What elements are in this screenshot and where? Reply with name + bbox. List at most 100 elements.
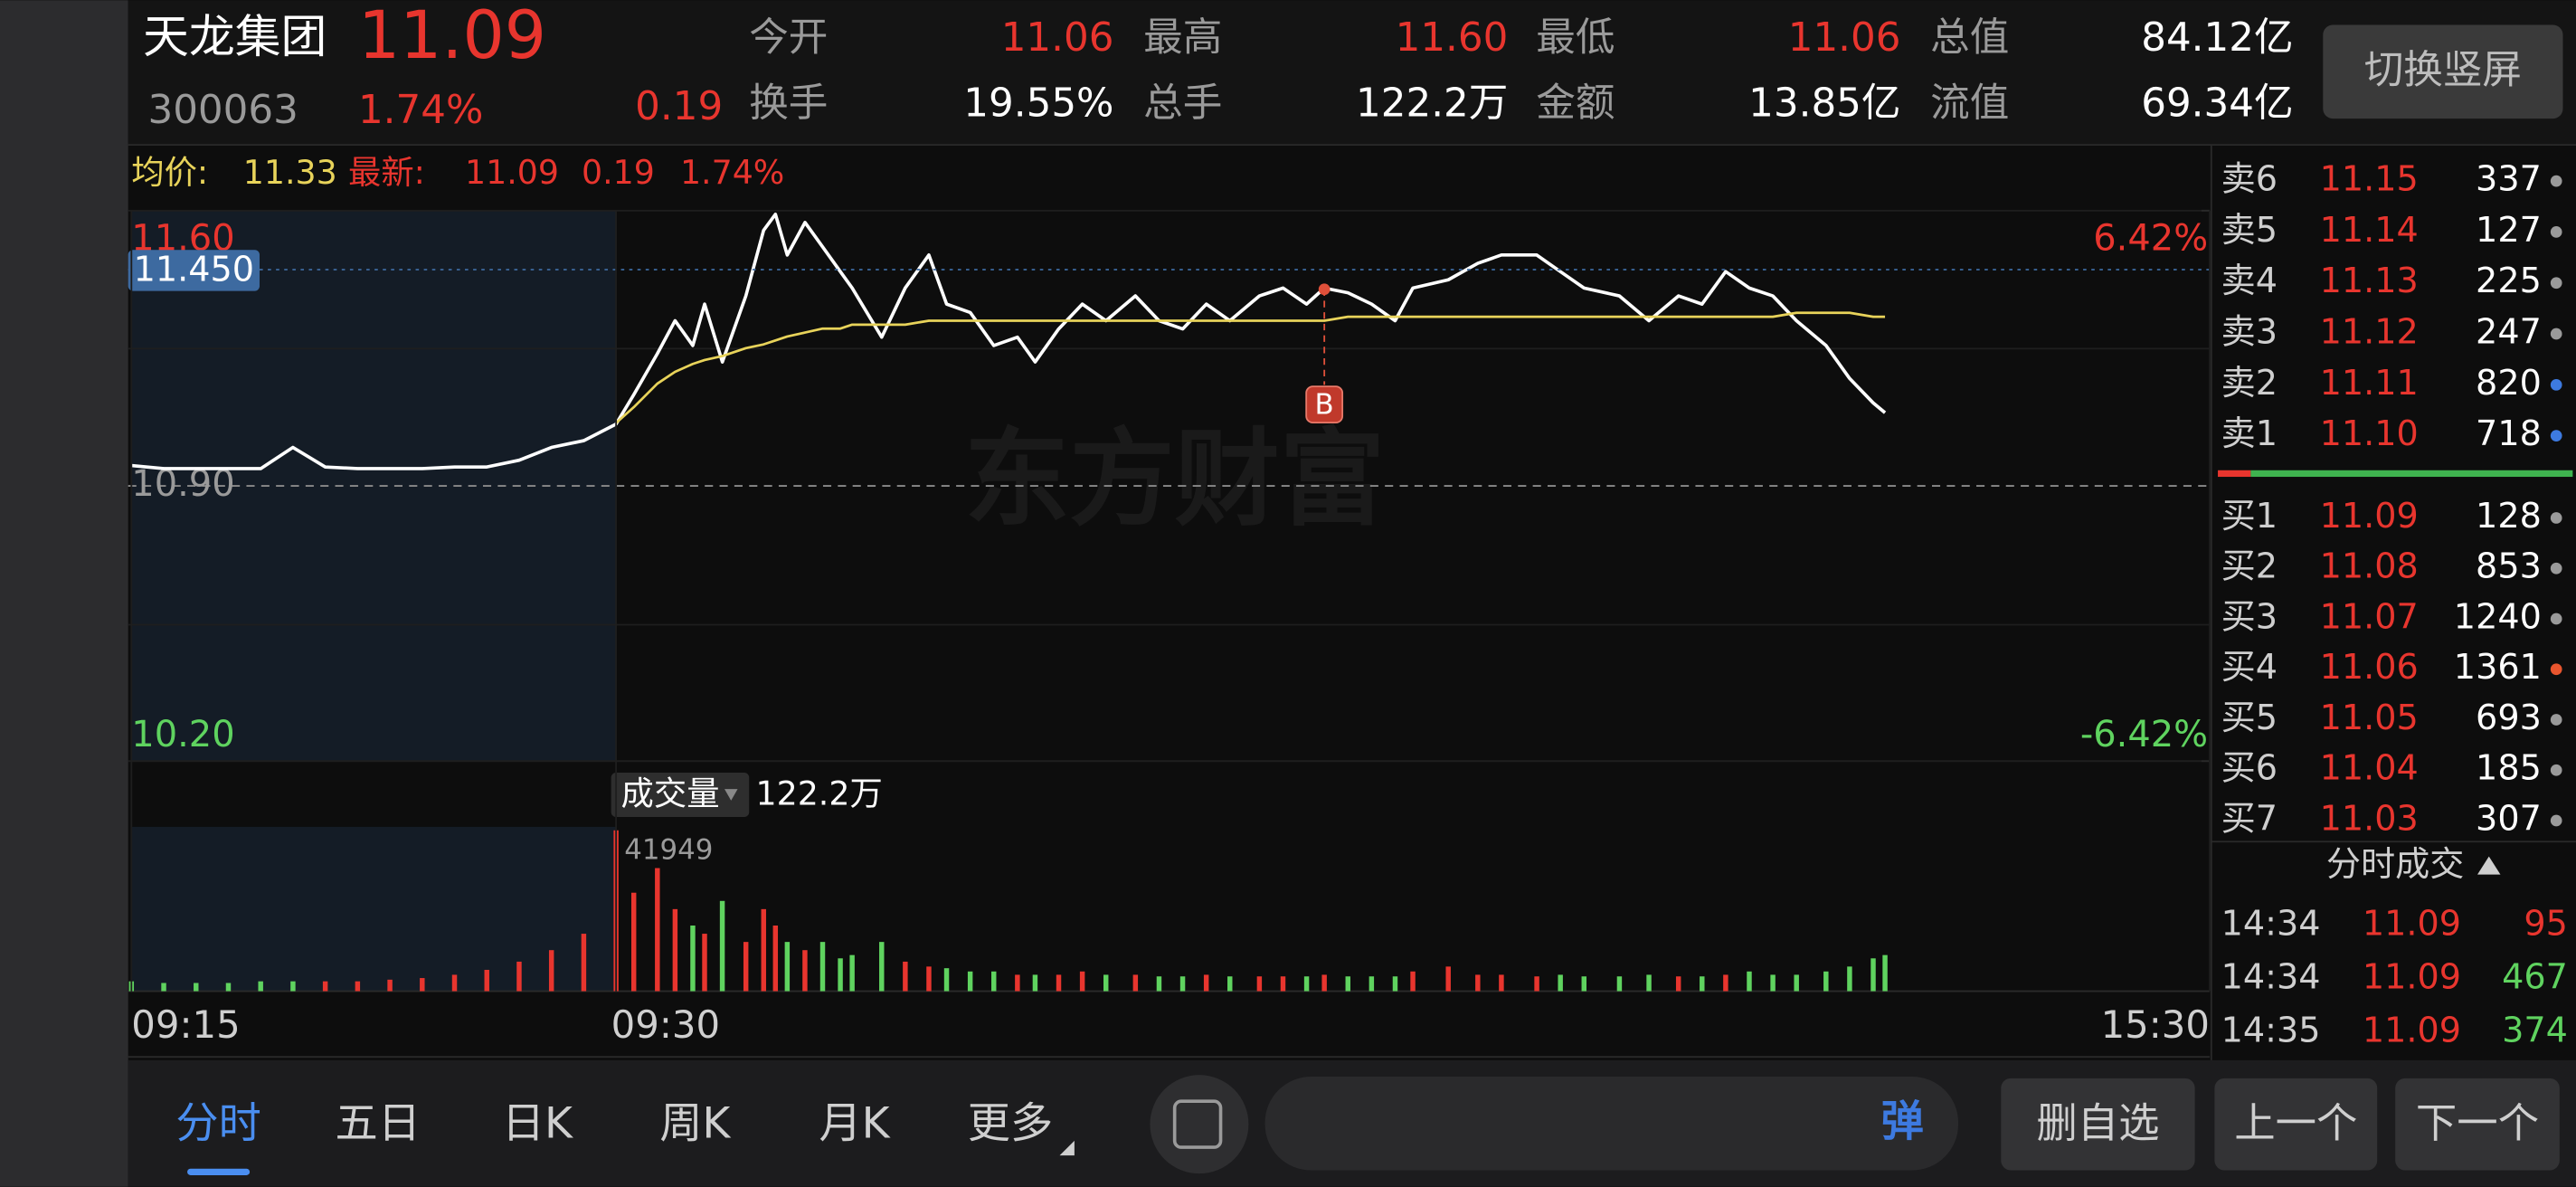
- book-volume: 307: [2476, 799, 2542, 839]
- note-button[interactable]: [1150, 1075, 1249, 1174]
- book-price: 11.12: [2320, 312, 2419, 352]
- book-volume: 127: [2476, 210, 2542, 250]
- y2-tick-label: 6.42%: [2093, 217, 2208, 259]
- danmaku-button[interactable]: 弹: [1881, 1097, 1924, 1147]
- book-dot: [2550, 612, 2562, 625]
- book-label: 买5: [2221, 698, 2278, 737]
- legend-latest-name: 最新:: [348, 153, 425, 192]
- volume-bar: [451, 974, 458, 992]
- volume-bar: [879, 942, 885, 992]
- stat-value: 19.55%: [963, 81, 1113, 127]
- book-volume: 1240: [2454, 596, 2542, 636]
- book-price: 11.06: [2320, 647, 2419, 687]
- trade-volume: 95: [2524, 903, 2568, 943]
- dropdown-icon: [724, 789, 738, 801]
- button-label[interactable]: 下一个: [2416, 1099, 2539, 1147]
- volume-bar: [1882, 954, 1888, 992]
- volume-bar: [1280, 976, 1286, 992]
- book-price: 11.13: [2320, 261, 2419, 300]
- book-price: 11.05: [2320, 698, 2419, 737]
- book-ratio-buy: [2250, 470, 2573, 478]
- volume-bar: [1499, 974, 1504, 992]
- stat-label: 总值: [1930, 15, 2009, 61]
- tab[interactable]: 日K: [502, 1098, 573, 1148]
- stat-label: 总手: [1143, 81, 1222, 127]
- volume-bar: [1410, 971, 1416, 992]
- tab[interactable]: 月K: [819, 1098, 890, 1148]
- book-label: 买7: [2221, 799, 2278, 839]
- order-book: 卖6 11.15 337 卖5 11.14 127 卖4 11.13 225 卖3 11.12 247…: [2221, 159, 2562, 839]
- volume-chart: 09:15 09:30 15:30: [128, 210, 2211, 1047]
- book-volume: 718: [2476, 413, 2542, 453]
- book-price: 11.07: [2320, 596, 2419, 636]
- book-label: 买2: [2221, 546, 2278, 586]
- legend-change: 0.19: [582, 153, 655, 192]
- volume-bar: [161, 983, 166, 992]
- header-bar: [128, 0, 2576, 146]
- tab[interactable]: 五日: [336, 1098, 421, 1148]
- volume-bar: [548, 950, 554, 992]
- button[interactable]: [2214, 1078, 2378, 1171]
- volume-bar: [1256, 976, 1263, 992]
- book-label: 买4: [2221, 647, 2278, 687]
- annotation-point: [1318, 283, 1331, 296]
- book-label: 卖5: [2221, 210, 2278, 250]
- crosshair-box: [128, 250, 260, 291]
- book-price: 11.14: [2320, 210, 2419, 250]
- volume-bar: [1079, 971, 1085, 992]
- stat-label: 流值: [1930, 81, 2009, 127]
- book-dot: [2550, 277, 2562, 290]
- volume-bar: [1747, 971, 1752, 992]
- volume-bar: [690, 925, 696, 992]
- volume-bar: [1870, 958, 1876, 992]
- stat-label: 金额: [1536, 81, 1615, 127]
- book-volume: 693: [2476, 698, 2542, 737]
- book-label: 卖4: [2221, 261, 2278, 300]
- volume-bar: [1345, 976, 1350, 992]
- volume-selector[interactable]: [611, 772, 750, 818]
- switch-button-label[interactable]: 切换竖屏: [2364, 48, 2522, 93]
- book-volume: 337: [2476, 159, 2542, 199]
- volume-bar: [1132, 974, 1139, 992]
- button-label[interactable]: 删自选: [2036, 1099, 2159, 1147]
- comment-input[interactable]: [1264, 1077, 1959, 1171]
- tab[interactable]: 分时: [175, 1098, 260, 1148]
- more-icon: [1059, 1140, 1075, 1156]
- annotation-label: B: [1315, 388, 1334, 421]
- trade-price: 11.09: [2363, 1010, 2461, 1049]
- side-margin: [0, 0, 128, 1187]
- book-label: 买6: [2221, 748, 2278, 788]
- volume-title[interactable]: 成交量: [621, 774, 720, 812]
- book-price: 11.15: [2320, 159, 2419, 199]
- tab[interactable]: 周K: [659, 1098, 731, 1148]
- volume-bar: [655, 868, 660, 992]
- volume-bar: [1392, 976, 1398, 992]
- button-label[interactable]: 上一个: [2234, 1099, 2357, 1147]
- volume-bar: [943, 968, 950, 992]
- stat-value: 69.34亿: [2141, 81, 2293, 127]
- volume-bar: [581, 934, 587, 992]
- volume-bar: [1700, 976, 1705, 992]
- legend-avg-name: 均价:: [131, 153, 208, 192]
- volume-bar: [1475, 974, 1481, 992]
- button[interactable]: [2395, 1078, 2560, 1171]
- watermark: 东方财富: [964, 419, 1385, 541]
- book-volume: 128: [2476, 496, 2542, 536]
- volume-bar: [1794, 974, 1799, 992]
- book-dot: [2550, 226, 2562, 238]
- trade-time: 14:34: [2221, 956, 2321, 996]
- volume-bar: [1056, 974, 1062, 992]
- volume-bar: [355, 981, 361, 992]
- book-volume: 853: [2476, 546, 2542, 586]
- switch-button[interactable]: [2323, 24, 2563, 119]
- note-icon: [1172, 1099, 1223, 1149]
- button[interactable]: [2001, 1078, 2195, 1171]
- volume-bar: [1227, 976, 1233, 992]
- annotation-box: [1305, 385, 1344, 424]
- trades-title[interactable]: 分时成交: [2326, 844, 2465, 884]
- volume-bar: [743, 942, 749, 992]
- tab[interactable]: 更多: [968, 1098, 1053, 1148]
- expand-icon: [2477, 856, 2501, 875]
- book-ratio-sell: [2218, 470, 2251, 478]
